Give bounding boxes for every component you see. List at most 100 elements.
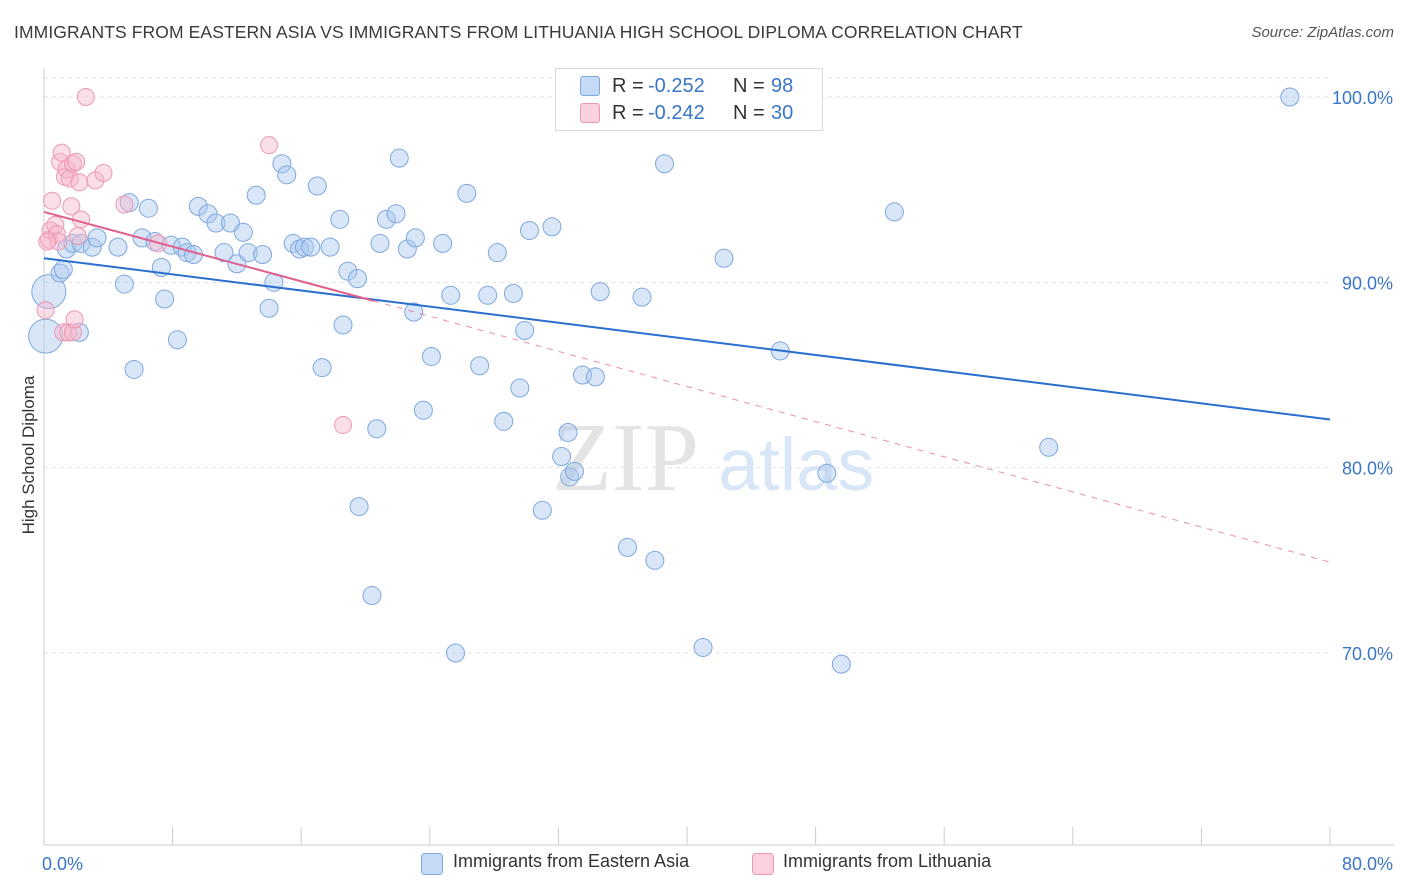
- legend-swatch-eastern-asia: [580, 76, 600, 96]
- eastern-asia-point: [259, 298, 279, 318]
- eastern-asia-point: [114, 274, 134, 294]
- gridlines: [44, 77, 1330, 654]
- lithuania-point: [70, 173, 89, 192]
- eastern-asia-point: [124, 359, 144, 379]
- bottom-legend-swatch-eastern-asia: [421, 853, 443, 875]
- eastern-asia-point: [470, 356, 490, 376]
- eastern-asia-point: [714, 248, 734, 268]
- chart-title: IMMIGRANTS FROM EASTERN ASIA VS IMMIGRAN…: [14, 22, 1023, 42]
- eastern-asia-point: [503, 283, 523, 303]
- eastern-asia-point: [654, 154, 674, 174]
- eastern-asia-point: [50, 263, 70, 283]
- eastern-asia-point: [333, 315, 353, 335]
- eastern-asia-point: [220, 213, 240, 233]
- lithuania-point: [115, 195, 134, 214]
- eastern-asia-point: [238, 243, 258, 263]
- eastern-asia-point: [246, 185, 266, 205]
- eastern-asia-point: [320, 237, 340, 257]
- tick-labels: 100.0% 90.0% 80.0% 70.0% 0.0% 80.0%: [42, 88, 1393, 874]
- x-tick-label: 0.0%: [42, 854, 83, 874]
- eastern-asia-point: [294, 237, 314, 257]
- lithuania-point: [63, 154, 82, 173]
- eastern-asia-point: [31, 274, 67, 310]
- eastern-asia-point: [405, 228, 425, 248]
- series-eastern-asia-points: [28, 87, 1300, 674]
- eastern-asia-point: [188, 196, 208, 216]
- eastern-asia-point: [397, 239, 417, 259]
- eastern-asia-point: [272, 154, 292, 174]
- watermark-zip: ZIP: [552, 404, 699, 512]
- eastern-asia-point: [82, 237, 102, 257]
- eastern-asia-point: [421, 346, 441, 366]
- lithuania-point: [60, 169, 79, 188]
- eastern-asia-point: [519, 220, 539, 240]
- eastern-asia-point: [376, 209, 396, 229]
- y-tick-label: 80.0%: [1342, 459, 1393, 479]
- legend-r-value: -0.252: [648, 74, 705, 97]
- source-label: Source: ZipAtlas.com: [1251, 24, 1394, 41]
- eastern-asia-point: [108, 237, 128, 257]
- eastern-asia-point: [494, 411, 514, 431]
- eastern-asia-point: [253, 245, 273, 265]
- eastern-asia-point: [645, 550, 665, 570]
- eastern-asia-point: [307, 176, 327, 196]
- y-tick-label: 70.0%: [1342, 644, 1393, 664]
- eastern-asia-point: [338, 261, 358, 281]
- series-lithuania-points: [36, 88, 352, 435]
- lithuania-point: [62, 197, 81, 216]
- eastern-asia-point: [87, 228, 107, 248]
- eastern-asia-point: [552, 447, 572, 467]
- eastern-asia-point: [389, 148, 409, 168]
- y-axis-label: High School Diploma: [19, 375, 38, 534]
- eastern-asia-point: [831, 654, 851, 674]
- legend-r-label: R =: [612, 74, 644, 97]
- eastern-asia-point: [478, 285, 498, 305]
- legend-n-label: N =: [733, 101, 765, 124]
- eastern-asia-point: [446, 643, 466, 663]
- eastern-asia-point: [233, 222, 253, 242]
- eastern-asia-point: [370, 233, 390, 253]
- x-tick-label: 80.0%: [1342, 854, 1393, 874]
- eastern-asia-point: [330, 209, 350, 229]
- eastern-asia-point: [618, 537, 638, 557]
- eastern-asia-point: [138, 198, 158, 218]
- eastern-asia-point: [884, 202, 904, 222]
- eastern-asia-point: [532, 500, 552, 520]
- eastern-asia-point: [312, 358, 332, 378]
- eastern-asia-point: [1039, 437, 1059, 457]
- y-tick-label: 100.0%: [1332, 88, 1393, 108]
- watermark-atlas: atlas: [718, 423, 874, 506]
- eastern-asia-point: [214, 243, 234, 263]
- eastern-asia-point: [564, 461, 584, 481]
- legend-n-label: N =: [733, 74, 765, 97]
- eastern-asia-point: [349, 497, 369, 517]
- legend-swatch-lithuania: [580, 103, 600, 123]
- lithuania-point: [38, 232, 57, 251]
- trend-lines: [43, 210, 1331, 563]
- lithuania-point: [36, 301, 55, 320]
- eastern-asia-point: [558, 422, 578, 442]
- legend-n-value: 98: [771, 74, 794, 97]
- lithuania-point: [94, 163, 113, 182]
- legend-r-label: R =: [612, 101, 644, 124]
- lithuania-point: [54, 323, 73, 342]
- lithuania-point: [43, 191, 62, 210]
- bottom-legend-swatch-lithuania: [752, 853, 774, 875]
- eastern-asia-point: [585, 367, 605, 387]
- eastern-asia-point: [510, 378, 530, 398]
- lithuania-point: [67, 152, 86, 171]
- eastern-asia-point: [457, 183, 477, 203]
- lithuania-point: [68, 227, 87, 245]
- eastern-asia-point: [53, 259, 73, 279]
- legend-n-value: 30: [771, 101, 794, 124]
- lithuania-point: [333, 416, 352, 435]
- lithuania-point: [76, 88, 95, 106]
- bottom-legend-eastern-asia: Immigrants from Eastern Asia: [453, 851, 690, 871]
- eastern-asia-point: [386, 204, 406, 224]
- eastern-asia-point: [167, 330, 187, 350]
- eastern-asia-point: [347, 269, 367, 289]
- eastern-asia-point: [693, 637, 713, 657]
- lithuania-point: [260, 136, 279, 155]
- lithuania-point: [63, 323, 82, 342]
